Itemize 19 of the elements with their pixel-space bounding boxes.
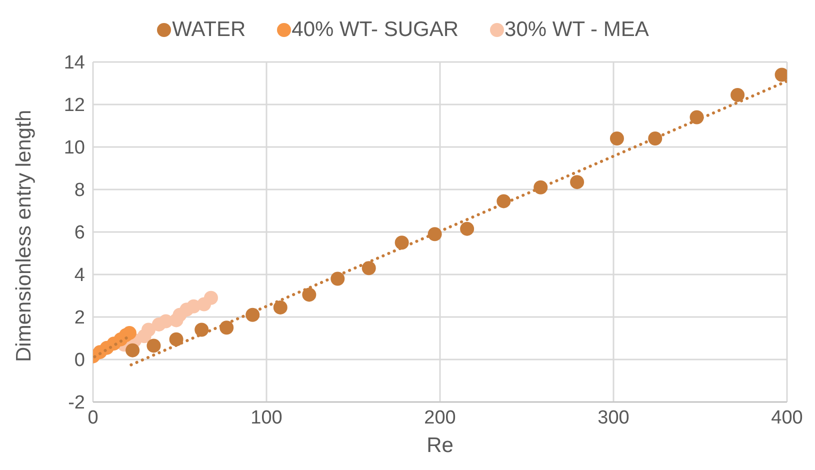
y-tick-label: 6 xyxy=(74,222,85,244)
x-tick-label: 200 xyxy=(424,407,456,428)
y-tick-label: -2 xyxy=(68,392,85,414)
y-axis-title: Dimensionless entry length xyxy=(12,110,36,362)
y-tick-label: 8 xyxy=(74,180,85,202)
y-tick-label: 0 xyxy=(74,350,85,372)
x-tick-label: 100 xyxy=(250,407,282,428)
y-tick-label: 14 xyxy=(64,52,86,74)
legend-label: 30% WT - MEA xyxy=(504,18,649,42)
legend-label: 40% WT- SUGAR xyxy=(292,18,459,42)
y-tick-label: 12 xyxy=(64,95,85,116)
x-tick-label: 400 xyxy=(771,407,803,428)
x-tick-label: 300 xyxy=(598,407,630,428)
x-axis-title: Re xyxy=(426,434,454,457)
y-tick-label: 10 xyxy=(64,138,85,159)
legend-label: WATER xyxy=(172,18,246,42)
x-tick-label: 0 xyxy=(88,407,98,428)
y-tick-label: 2 xyxy=(74,308,85,329)
y-tick-label: 4 xyxy=(74,265,86,286)
